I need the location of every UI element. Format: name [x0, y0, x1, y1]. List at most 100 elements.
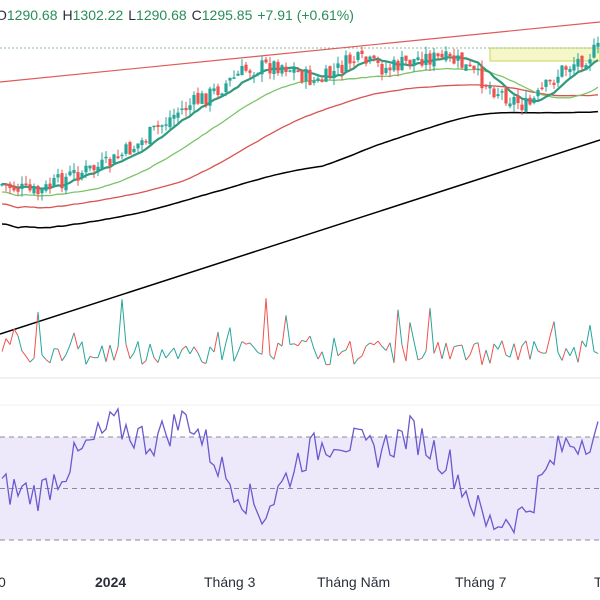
volume-segment	[313, 348, 319, 360]
candle-body	[548, 79, 552, 82]
volume-segment	[301, 339, 307, 343]
low-label: L	[128, 7, 137, 23]
volume-segment	[497, 340, 503, 350]
volume-segment	[529, 341, 535, 360]
rsi-panel	[0, 404, 600, 541]
candle-body	[232, 77, 236, 79]
candle-body	[132, 148, 136, 153]
volume-segment	[593, 350, 599, 355]
candle-body	[140, 140, 144, 145]
volume-segment	[477, 342, 483, 365]
candle-body	[60, 173, 64, 189]
candle-body	[380, 64, 384, 75]
candle-body	[68, 171, 72, 176]
candle-body	[80, 172, 84, 178]
candle-body	[188, 105, 192, 110]
volume-segment	[361, 345, 367, 357]
candle-body	[296, 70, 300, 72]
candle-body	[116, 156, 120, 159]
candle-body	[260, 60, 264, 75]
candle-body	[356, 52, 360, 60]
candle-body	[324, 68, 328, 82]
candle-body	[344, 55, 348, 72]
volume-segment	[209, 346, 215, 353]
candle-body	[440, 53, 444, 58]
volume-segment	[65, 344, 71, 355]
volume-segment	[493, 343, 499, 350]
volume-segment	[193, 346, 199, 354]
candle-body	[148, 127, 152, 145]
volume-segment	[345, 340, 351, 351]
candle-body	[364, 56, 368, 64]
candle-body	[92, 165, 96, 171]
volume-segment	[169, 347, 175, 354]
volume-segment	[29, 357, 35, 363]
candle-body	[424, 53, 428, 65]
volume-segment	[545, 336, 551, 354]
candle-body	[508, 103, 512, 107]
resistance-zone-layer	[0, 47, 600, 62]
candle-body	[572, 64, 576, 71]
volume-segment	[389, 342, 395, 363]
ma-very-long-line	[1, 110, 599, 229]
trendlines-layer	[0, 21, 600, 335]
candle-body	[584, 65, 588, 71]
candle-body	[520, 104, 524, 111]
volume-segment	[137, 341, 143, 365]
candle-body	[488, 86, 492, 89]
volume-segment	[329, 337, 335, 365]
candle-body	[568, 69, 572, 73]
volume-segment	[141, 360, 147, 365]
candle-body	[144, 141, 148, 143]
volume-segment	[377, 340, 383, 347]
volume-segment	[41, 354, 47, 360]
volume-segment	[501, 340, 507, 356]
volume-segment	[177, 349, 183, 359]
candle-body	[220, 93, 224, 96]
volume-segment	[157, 349, 163, 363]
volume-segment	[281, 315, 287, 347]
volume-segment	[421, 350, 427, 359]
volume-segment	[537, 350, 543, 354]
volume-segment	[441, 342, 447, 360]
candle-body	[524, 98, 528, 112]
x-label-thang-3: Tháng 3	[204, 574, 256, 590]
volume-segment	[517, 345, 523, 361]
volume-segment	[105, 344, 111, 362]
candle-body	[516, 95, 520, 104]
volume-segment	[221, 342, 227, 361]
volume-segment	[309, 335, 315, 350]
volume-segment	[49, 348, 55, 364]
volume-segment	[225, 327, 231, 343]
candle-body	[168, 117, 172, 128]
candle-body	[460, 52, 464, 68]
volume-segment	[473, 342, 479, 345]
candle-body	[452, 55, 456, 64]
candle-body	[420, 59, 424, 66]
candle-body	[368, 56, 372, 62]
candle-body	[384, 67, 388, 73]
candle-body	[500, 91, 504, 93]
candle-body	[540, 87, 544, 90]
candle-body	[536, 90, 540, 97]
volume-segment	[305, 335, 311, 343]
volume-segment	[489, 343, 495, 364]
candle-body	[552, 82, 556, 85]
volume-segment	[457, 344, 463, 347]
candle-body	[88, 165, 92, 169]
rsi-line	[1, 407, 599, 535]
volume-segment	[241, 341, 247, 345]
volume-segment	[509, 343, 515, 358]
volume-segment	[297, 340, 303, 347]
volume-segment	[69, 332, 75, 346]
candle-body	[528, 97, 532, 105]
volume-segment	[233, 351, 239, 362]
volume-segment	[1, 338, 7, 352]
candle-body	[4, 184, 8, 186]
candle-body	[76, 172, 80, 181]
candle-body	[532, 98, 536, 103]
candle-body	[184, 107, 188, 111]
volume-segment	[513, 343, 519, 361]
x-axis: 0 2024 Tháng 3 Tháng Năm Tháng 7 T	[0, 574, 600, 590]
